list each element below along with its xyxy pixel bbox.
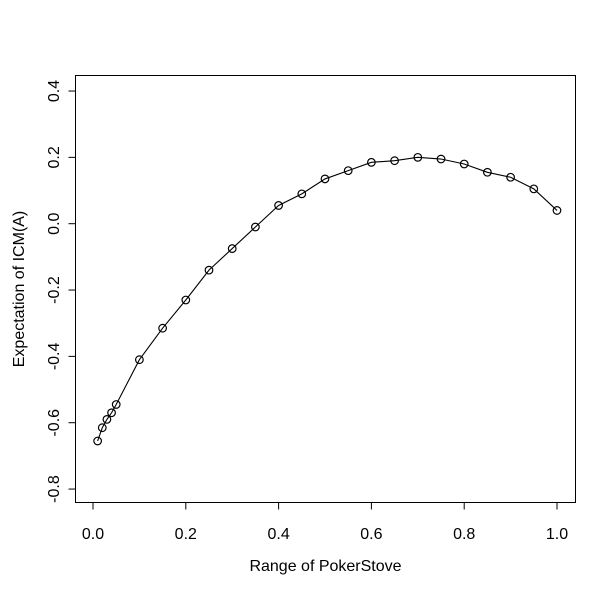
data-point: [97, 423, 107, 433]
y-tick-label: -0.2: [46, 276, 63, 304]
x-tick-label: 0.2: [175, 526, 197, 543]
x-tick-label: 0.6: [360, 526, 382, 543]
data-point: [436, 154, 446, 164]
y-axis-ticks: 0.4 0.2 0.0 -0.2 -0.4 -0.6 -0.8: [46, 80, 76, 503]
y-tick-label: 0.2: [46, 146, 63, 168]
y-tick-label: 0.0: [46, 212, 63, 234]
data-point: [102, 415, 112, 424]
data-point: [204, 265, 214, 275]
data-point: [506, 172, 516, 182]
data-point: [552, 206, 562, 215]
data-point: [297, 189, 307, 199]
data-point: [343, 166, 353, 176]
data-point: [367, 157, 376, 167]
data-point: [274, 201, 284, 210]
x-tick-label: 0.8: [453, 526, 475, 543]
x-tick-label: 1.0: [546, 526, 568, 543]
data-point: [107, 408, 116, 418]
data-point: [459, 159, 469, 169]
x-tick-label: 0.0: [82, 526, 104, 543]
data-point: [320, 174, 330, 184]
plot-box: [75, 75, 576, 503]
data-point: [134, 355, 144, 365]
data-point: [390, 156, 400, 166]
y-tick-label: 0.4: [46, 80, 63, 102]
data-point: [250, 222, 260, 232]
x-axis-label: Range of PokerStove: [249, 558, 401, 575]
data-point: [227, 244, 237, 253]
data-series-icm: [93, 152, 562, 446]
data-point: [93, 436, 103, 446]
data-point: [111, 400, 121, 409]
x-tick-label: 0.4: [267, 526, 289, 543]
data-point: [483, 167, 492, 177]
y-tick-label: -0.8: [46, 475, 63, 503]
data-point: [158, 323, 168, 333]
data-point: [181, 295, 191, 305]
data-point: [529, 184, 539, 194]
y-axis-label: Expectation of ICM(A): [11, 211, 28, 368]
y-tick-label: -0.4: [46, 342, 63, 370]
x-axis-ticks: 0.0 0.2 0.4 0.6 0.8 1.0: [82, 502, 568, 543]
y-tick-label: -0.6: [46, 409, 63, 437]
data-point: [413, 152, 423, 162]
series-line: [97, 156, 558, 442]
